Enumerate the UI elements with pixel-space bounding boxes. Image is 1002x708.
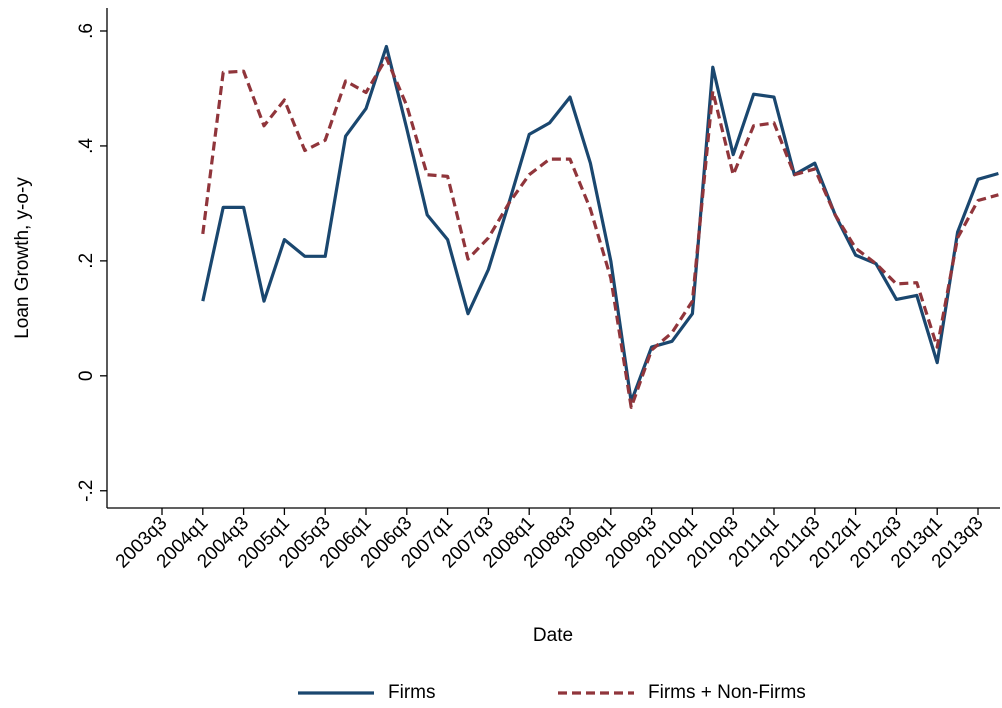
y-tick-label: .4 (76, 138, 97, 154)
y-tick-label: -.2 (76, 480, 97, 502)
series-line (201, 56, 999, 409)
y-tick-label: .6 (76, 23, 97, 39)
y-tick-label: 0 (76, 371, 97, 382)
legend-label: Firms + Non-Firms (648, 682, 806, 703)
y-tick-label: .2 (76, 253, 97, 269)
legend-label: Firms (388, 682, 435, 703)
y-axis-title: Loan Growth, y-o-y (12, 177, 33, 339)
x-axis-title: Date (533, 625, 573, 646)
series-line (201, 44, 999, 404)
